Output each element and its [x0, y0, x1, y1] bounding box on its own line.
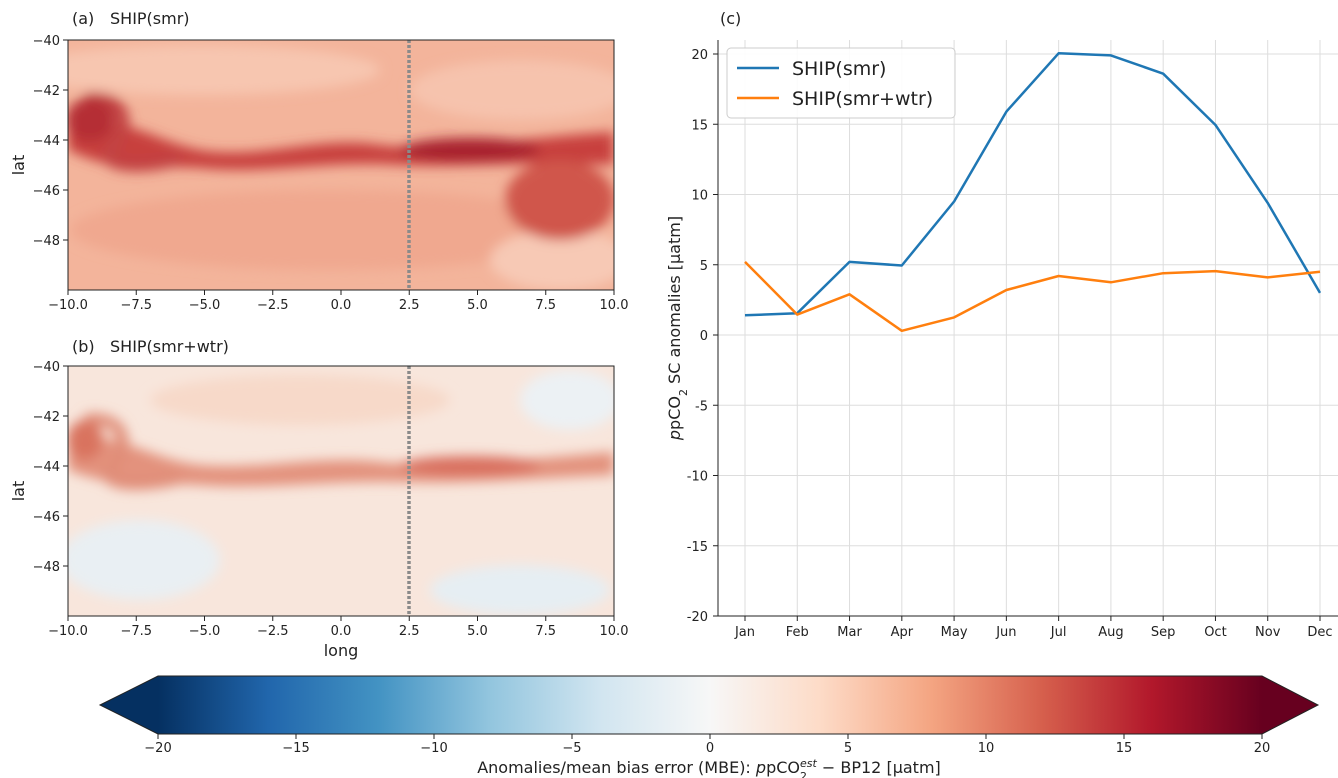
xtick-label: 5.0 [467, 298, 488, 313]
colorbar-tick-label: 10 [978, 741, 995, 756]
panel-a-label: (a) [72, 9, 94, 28]
colorbar-ticks: −20 −15 −10 −5 0 5 10 15 20 [144, 734, 1270, 756]
colorbar-gradient [158, 676, 1262, 734]
ytick-label: -5 [695, 399, 708, 414]
ytick-label: −48 [33, 560, 60, 575]
xtick-label: −7.5 [120, 298, 152, 313]
ytick-label: −40 [33, 360, 60, 375]
xtick-label: Jan [734, 625, 755, 640]
series-line-0 [744, 52, 1322, 317]
legend-box [726, 47, 956, 119]
panel-c-ticks: 20 15 10 5 0 -5 -10 -15 -20 Jan Feb Mar Apr May Jun Jul… [687, 48, 1333, 640]
panel-a: (a) SHIP(smr) −10.0 −7.5 −5.0 −2.5 0.0 2.5 5.0… [9, 9, 629, 313]
legend-label-smr-wtr: SHIP(smr+wtr) [792, 88, 933, 110]
ytick-label: −48 [33, 234, 60, 249]
xtick-label: 7.5 [535, 624, 556, 639]
colorbar-label-sub: 2 [800, 770, 807, 778]
colorbar: −20 −15 −10 −5 0 5 10 15 20 Anomalies/mean bias … [98, 675, 1320, 778]
xtick-label: −7.5 [120, 624, 152, 639]
legend-c: SHIP(smr) SHIP(smr+wtr) [726, 47, 956, 119]
xtick-label: −5.0 [189, 624, 221, 639]
panel-c-series [744, 52, 1322, 333]
colorbar-tick-label: −20 [144, 741, 171, 756]
panel-a-title: SHIP(smr) [110, 9, 190, 28]
colorbar-tick-label: 0 [706, 741, 714, 756]
ytick-label: −42 [33, 84, 60, 99]
xtick-label: −2.5 [257, 298, 289, 313]
ytick-label: -20 [687, 610, 708, 625]
panel-b: (b) SHIP(smr+wtr) −10.0 −7.5 −5.0 −2.5 0.0 2.… [9, 337, 628, 660]
panel-b-ticks: −10.0 −7.5 −5.0 −2.5 0.0 2.5 5.0 7.5 10.0 −40 −42 −… [33, 360, 629, 639]
xtick-label: Dec [1307, 625, 1332, 640]
ytick-label: -15 [687, 540, 708, 555]
xtick-label: 0.0 [331, 298, 352, 313]
panel-b-label: (b) [72, 337, 95, 356]
xtick-label: −10.0 [48, 624, 88, 639]
panel-b-title: SHIP(smr+wtr) [110, 337, 229, 356]
ytick-label: 5 [700, 259, 708, 274]
colorbar-label: Anomalies/mean bias error (MBE): ppCO2es… [477, 757, 941, 778]
ytick-label: −46 [33, 510, 60, 525]
xtick-label: Mar [837, 625, 862, 640]
panel-c-grid [718, 40, 1338, 617]
legend-label-smr: SHIP(smr) [792, 58, 886, 80]
panel-b-ylabel: lat [9, 481, 28, 502]
ytick-label: −42 [33, 410, 60, 425]
xtick-label: Apr [891, 625, 914, 640]
ytick-label: −46 [33, 184, 60, 199]
ytick-label: -10 [687, 470, 708, 485]
panel-c-ylabel: ppCO2 SC anomalies [μatm] [665, 216, 690, 441]
xtick-label: Sep [1151, 625, 1176, 640]
heatmap-b [68, 366, 614, 616]
ytick-label: 20 [691, 48, 708, 63]
colorbar-label-prefix: Anomalies/mean bias error (MBE): [477, 758, 756, 777]
xtick-label: −10.0 [48, 298, 88, 313]
ytick-label: 10 [691, 189, 708, 204]
xtick-label: Aug [1098, 625, 1123, 640]
colorbar-tick-label: −15 [282, 741, 309, 756]
xtick-label: 2.5 [399, 298, 420, 313]
panel-a-ylabel: lat [9, 155, 28, 176]
xtick-label: Nov [1255, 625, 1281, 640]
xtick-label: 5.0 [467, 624, 488, 639]
xtick-label: Oct [1204, 625, 1226, 640]
xtick-label: 10.0 [600, 624, 629, 639]
xtick-label: 2.5 [399, 624, 420, 639]
colorbar-tick-label: 5 [844, 741, 852, 756]
colorbar-tick-label: −10 [420, 741, 447, 756]
colorbar-tick-label: 15 [1116, 741, 1133, 756]
ytick-label: 0 [700, 329, 708, 344]
heatmap-a [68, 40, 614, 290]
xtick-label: −5.0 [189, 298, 221, 313]
xtick-label: 7.5 [535, 298, 556, 313]
ylabel-c-sub: 2 [677, 389, 690, 396]
panel-b-xlabel: long [324, 641, 359, 660]
ytick-label: −44 [33, 460, 60, 475]
xtick-label: Feb [786, 625, 809, 640]
xtick-label: Jul [1050, 625, 1067, 640]
colorbar-label-rest: − BP12 [μatm] [817, 758, 941, 777]
series-line-1 [744, 261, 1321, 333]
xtick-label: 0.0 [331, 624, 352, 639]
colorbar-extend-high [1262, 676, 1318, 734]
colorbar-tick-label: −5 [562, 741, 581, 756]
xtick-label: 10.0 [600, 298, 629, 313]
ytick-label: −40 [33, 34, 60, 49]
xtick-label: Jun [995, 625, 1016, 640]
colorbar-extend-low [100, 676, 158, 734]
ytick-label: 15 [691, 118, 708, 133]
ylabel-c-main: pCO [665, 396, 684, 430]
colorbar-label-sup: est [800, 757, 817, 770]
xtick-label: −2.5 [257, 624, 289, 639]
colorbar-label-pco: pCO [766, 758, 800, 777]
panel-a-ticks: −10.0 −7.5 −5.0 −2.5 0.0 2.5 5.0 7.5 10.0 −40 −42 −… [33, 34, 629, 313]
colorbar-tick-label: 20 [1254, 741, 1271, 756]
xtick-label: May [941, 625, 968, 640]
panel-c: (c) 20 15 10 5 0 -5 -10 -15 -20 Jan Feb Mar Apr May Ju… [665, 9, 1338, 640]
panel-c-label: (c) [720, 9, 741, 28]
ytick-label: −44 [33, 134, 60, 149]
ylabel-c-rest: SC anomalies [μatm] [665, 216, 684, 389]
